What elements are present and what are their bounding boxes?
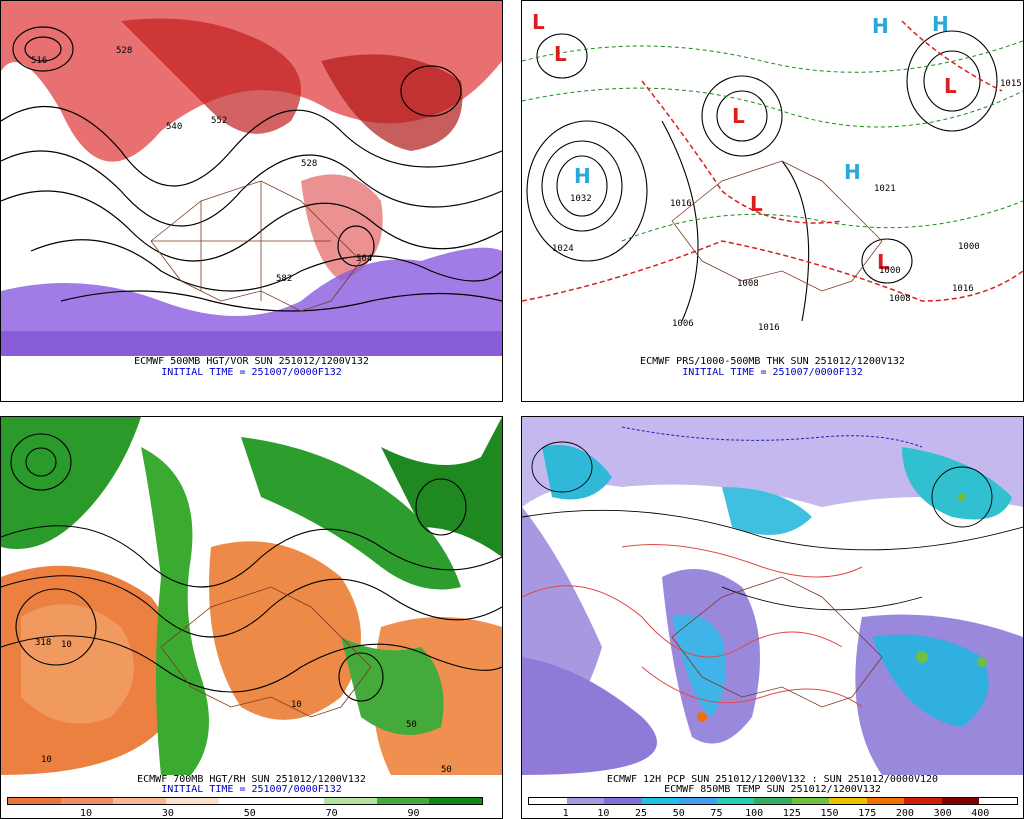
svg-text:L: L xyxy=(877,250,890,274)
colorbar-label: 400 xyxy=(971,808,990,819)
svg-text:1016: 1016 xyxy=(758,323,780,333)
svg-text:1000: 1000 xyxy=(879,266,901,276)
svg-text:H: H xyxy=(932,12,949,36)
caption-line1: ECMWF 12H PCP SUN 251012/1200V132 : SUN … xyxy=(606,774,939,785)
colorbar-label: 125 xyxy=(782,808,801,819)
svg-text:1032: 1032 xyxy=(570,194,592,204)
colorbar-segment xyxy=(754,798,792,804)
colorbar-segment xyxy=(166,798,219,804)
colorbar-label: 10 xyxy=(79,808,93,819)
panel-500mb-vorticity: 516 528 540 552 528 564 582 ECMWF 500MB … xyxy=(0,0,503,402)
caption-line2: INITIAL TIME = 251007/0000F132 xyxy=(682,367,863,378)
colorbar-segment xyxy=(8,798,61,804)
svg-text:1016: 1016 xyxy=(670,199,692,209)
caption-line1: ECMWF 700MB HGT/RH SUN 251012/1200V132 xyxy=(137,774,366,785)
svg-text:1006: 1006 xyxy=(672,319,694,329)
svg-text:50: 50 xyxy=(406,720,417,730)
humidity-colorbar-labels: 10 30 50 70 90 xyxy=(7,808,483,819)
svg-text:L: L xyxy=(554,42,567,66)
svg-text:516: 516 xyxy=(31,56,47,66)
colorbar-segment xyxy=(566,798,605,804)
colorbar-label: 25 xyxy=(635,808,648,819)
svg-text:564: 564 xyxy=(356,254,372,264)
svg-text:1016: 1016 xyxy=(952,284,974,294)
colorbar-label: 100 xyxy=(745,808,764,819)
precip-map xyxy=(522,417,1023,775)
colorbar-segment xyxy=(113,798,167,804)
colorbar-segment xyxy=(866,798,905,804)
caption-line1: ECMWF PRS/1000-500MB THK SUN 251012/1200… xyxy=(640,356,905,367)
svg-text:1000: 1000 xyxy=(958,242,980,252)
pressure-map: H H H H L L L L L L 1032 1024 1016 1008 … xyxy=(522,1,1023,356)
svg-text:L: L xyxy=(944,74,957,98)
colorbar-label: 10 xyxy=(597,808,610,819)
svg-text:1021: 1021 xyxy=(874,184,896,194)
colorbar-segment xyxy=(429,798,483,804)
svg-text:582: 582 xyxy=(276,274,292,284)
colorbar-segment xyxy=(641,798,680,804)
svg-text:50: 50 xyxy=(441,765,452,775)
svg-text:H: H xyxy=(574,164,591,188)
svg-text:318: 318 xyxy=(35,638,51,648)
precip-colorbar xyxy=(528,797,1018,805)
svg-text:L: L xyxy=(532,10,545,34)
svg-text:528: 528 xyxy=(301,159,317,169)
svg-text:10: 10 xyxy=(61,640,72,650)
svg-text:10: 10 xyxy=(41,755,52,765)
colorbar-segment xyxy=(271,798,325,804)
svg-text:L: L xyxy=(750,192,763,216)
svg-text:540: 540 xyxy=(166,122,182,132)
colorbar-segment xyxy=(716,798,755,804)
vorticity-map: 516 528 540 552 528 564 582 xyxy=(1,1,502,356)
colorbar-label: 150 xyxy=(820,808,839,819)
svg-text:L: L xyxy=(732,104,745,128)
colorbar-label: 1 xyxy=(562,808,569,819)
colorbar-label: 75 xyxy=(710,808,723,819)
colorbar-label: 175 xyxy=(858,808,877,819)
caption-line1: ECMWF 500MB HGT/VOR SUN 251012/1200V132 xyxy=(134,356,369,367)
colorbar-label: 50 xyxy=(672,808,685,819)
colorbar-label: 200 xyxy=(895,808,914,819)
colorbar-segment xyxy=(941,798,980,804)
svg-text:H: H xyxy=(872,14,889,38)
humidity-map: 10 318 10 10 50 50 xyxy=(1,417,502,775)
colorbar-segment xyxy=(218,798,272,804)
colorbar-label: 30 xyxy=(161,808,174,819)
colorbar-label: 90 xyxy=(407,808,420,819)
svg-text:H: H xyxy=(844,160,861,184)
svg-text:10: 10 xyxy=(291,700,302,710)
caption-line2: INITIAL TIME = 251007/0000F132 xyxy=(161,784,342,795)
colorbar-segment xyxy=(376,798,430,804)
panel-pressure-thickness: H H H H L L L L L L 1032 1024 1016 1008 … xyxy=(521,0,1024,402)
colorbar-segment xyxy=(60,798,114,804)
colorbar-segment xyxy=(324,798,377,804)
colorbar-label: 50 xyxy=(243,808,256,819)
colorbar-segment xyxy=(904,798,942,804)
svg-text:1008: 1008 xyxy=(889,294,911,304)
colorbar-segment xyxy=(829,798,867,804)
colorbar-segment xyxy=(791,798,830,804)
precip-colorbar-labels: 1 10 25 50 75 100 125 150 175 200 300 400 xyxy=(528,808,1018,819)
svg-text:1008: 1008 xyxy=(737,279,759,289)
caption-line2: INITIAL TIME = 251007/0000F132 xyxy=(161,367,342,378)
svg-text:1024: 1024 xyxy=(552,244,574,254)
svg-text:552: 552 xyxy=(211,116,227,126)
panel-700mb-humidity: 10 318 10 10 50 50 ECMWF 700MB HGT/RH SU… xyxy=(0,416,503,819)
colorbar-segment xyxy=(979,798,1017,804)
colorbar-segment xyxy=(604,798,642,804)
svg-text:1015: 1015 xyxy=(1000,79,1022,89)
colorbar-segment xyxy=(679,798,717,804)
caption-line2: ECMWF 850MB TEMP SUN 251012/1200V132 xyxy=(664,784,881,795)
panel-precip-850mb-temp: ECMWF 12H PCP SUN 251012/1200V132 : SUN … xyxy=(521,416,1024,819)
colorbar-label: 300 xyxy=(933,808,952,819)
colorbar-label: 70 xyxy=(325,808,338,819)
colorbar-segment xyxy=(529,798,567,804)
humidity-colorbar xyxy=(7,797,483,805)
svg-text:528: 528 xyxy=(116,46,132,56)
